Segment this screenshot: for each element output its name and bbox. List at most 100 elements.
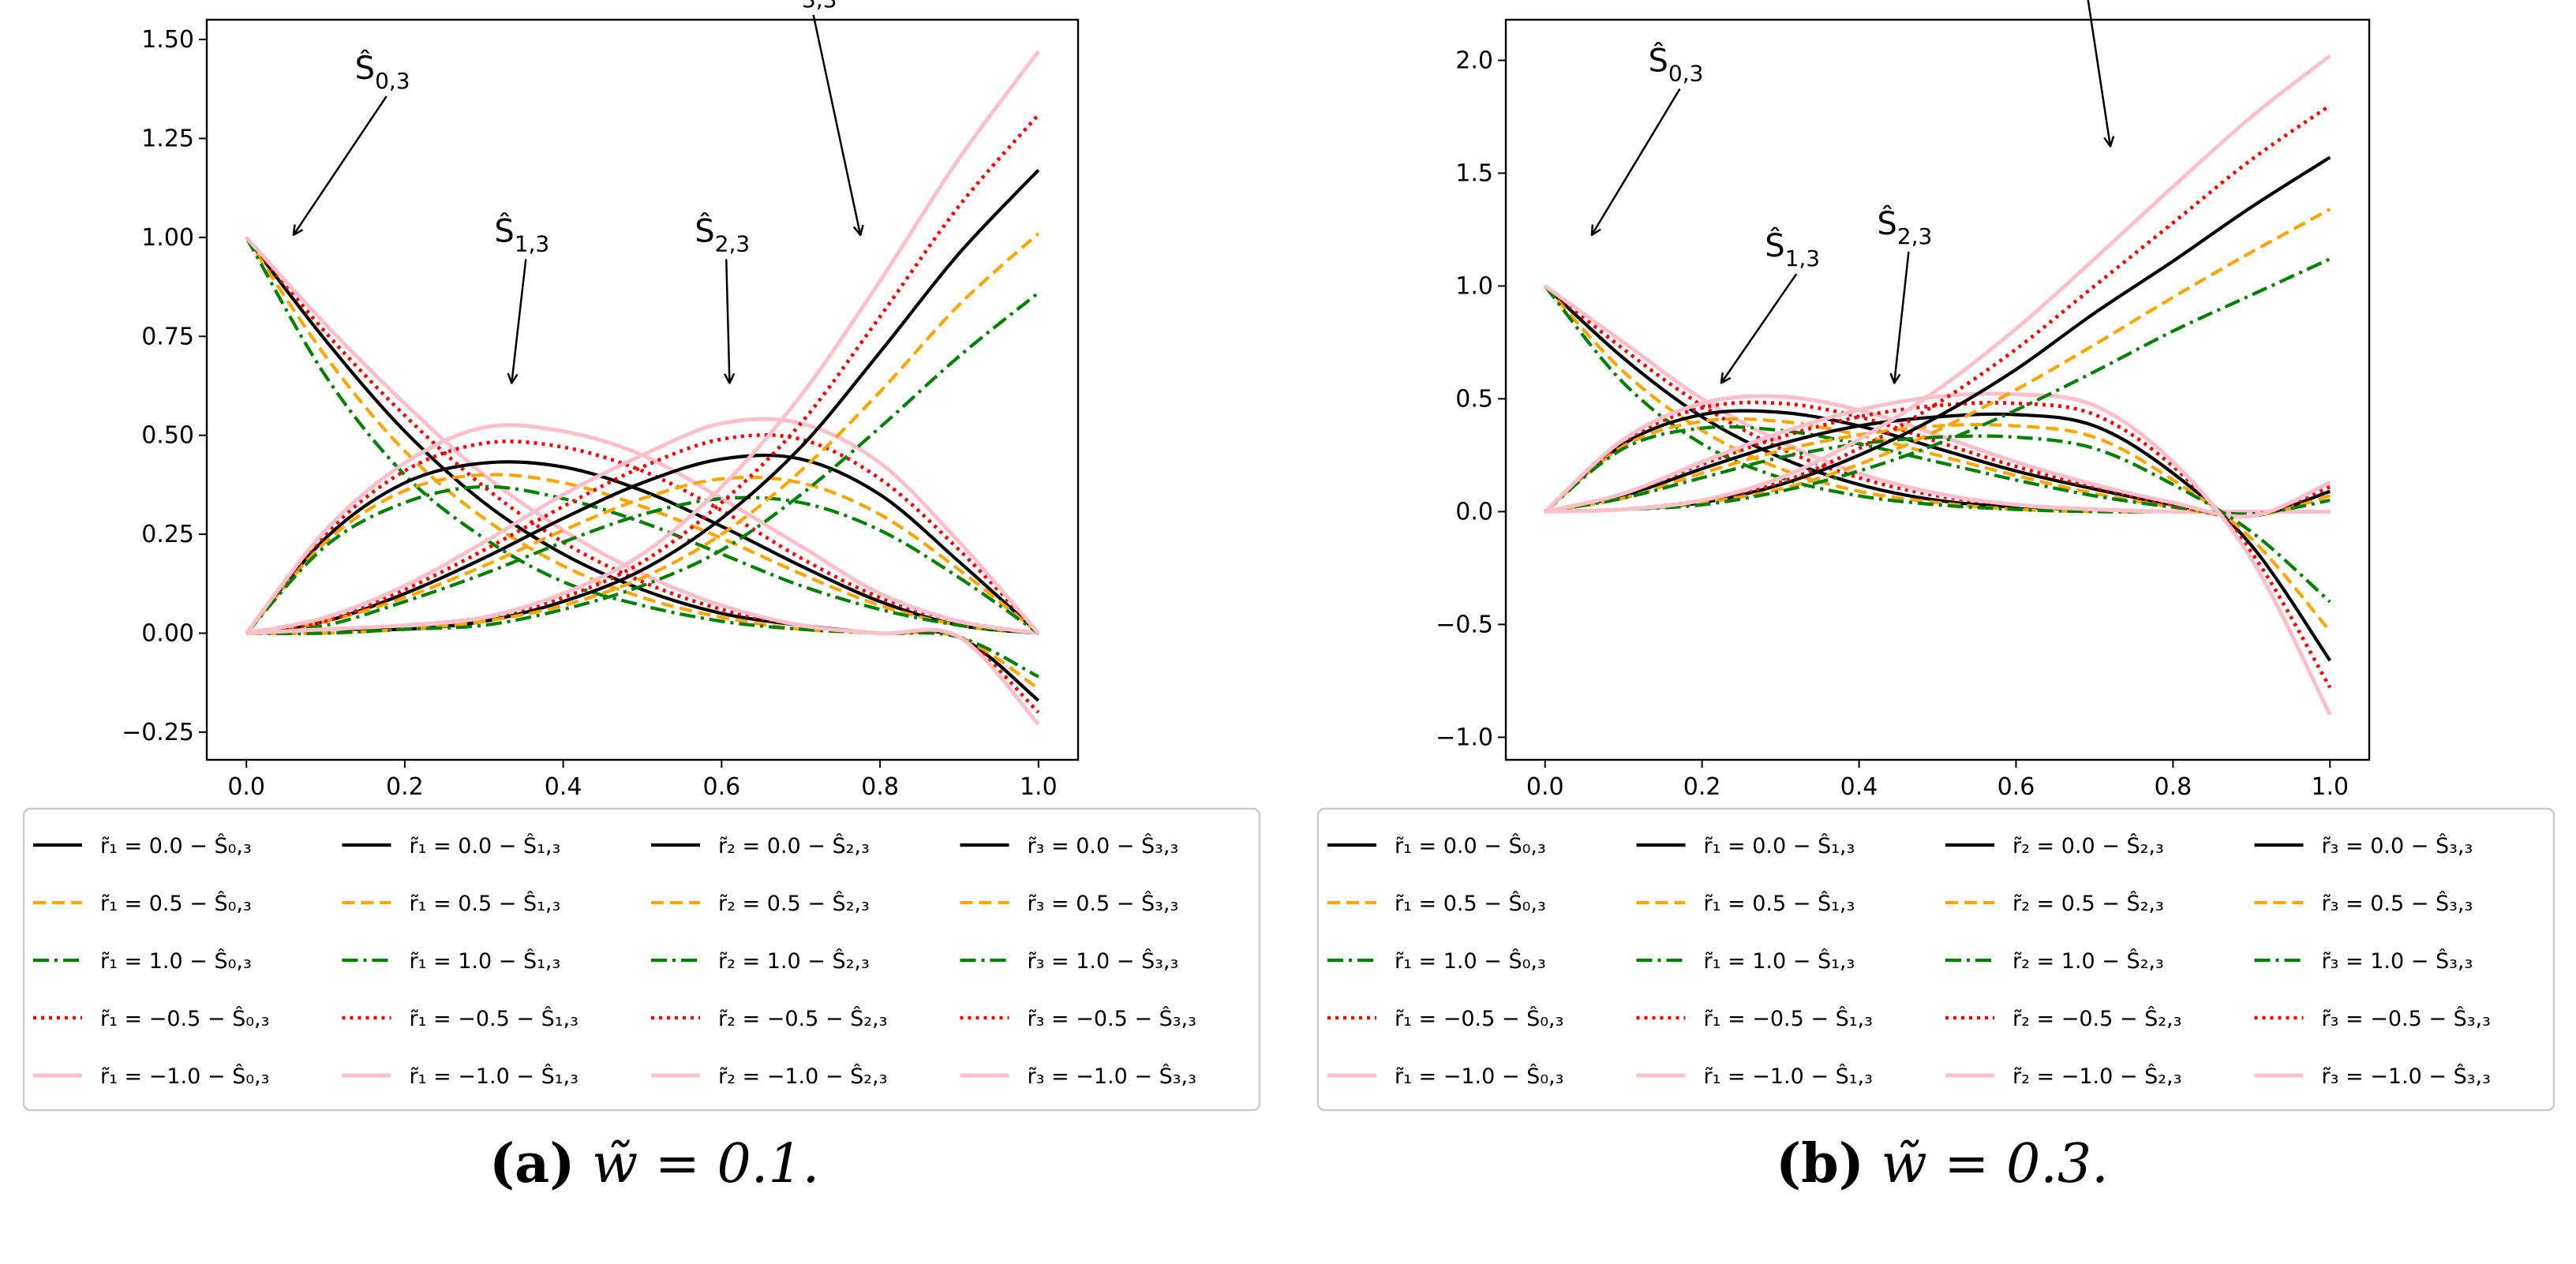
legend-label: r̃₃ = −1.0 − Ŝ₃,₃ [1028,1064,1196,1089]
x-tick-label: 0.8 [2155,773,2192,801]
series-group [245,50,1040,726]
x-tick-label: 0.6 [1998,773,2035,801]
annotation-label-0: Ŝ0,3 [355,49,410,94]
x-tick-label: 0.6 [703,773,741,801]
legend-label: r̃₂ = −0.5 − Ŝ₂,₃ [718,1006,887,1031]
legend-label: r̃₁ = 0.5 − Ŝ₀,₃ [100,891,252,916]
y-tick-label: 1.5 [1455,159,1493,187]
series-line-0-17 [246,291,1040,635]
legend-label: r̃₁ = 0.5 − Ŝ₀,₃ [1395,891,1546,916]
x-tick-label: 0.4 [1840,773,1878,801]
annotation-label-2: Ŝ2,3 [695,211,750,256]
legend-label: r̃₁ = −1.0 − Ŝ₀,₃ [1395,1064,1563,1089]
y-tick-label: 1.0 [1455,272,1493,300]
series-line-0-19 [246,50,1040,635]
legend-label: r̃₃ = 0.0 − Ŝ₃,₃ [1028,833,1179,858]
legend-label: r̃₁ = −0.5 − Ŝ₀,₃ [100,1006,269,1031]
legend-box [1316,807,2555,1112]
series-line-1-13 [1544,401,2332,689]
x-tick-label: 0.4 [545,773,582,801]
legend-label: r̃₁ = 0.5 − Ŝ₁,₃ [1704,891,1855,916]
axes-frame [205,18,1080,761]
y-tick-label: −0.25 [122,719,194,746]
legend-label: r̃₂ = 0.0 − Ŝ₂,₃ [2012,833,2164,858]
series-line-1-6 [1544,417,2331,518]
series-line-0-7 [245,484,1039,635]
series-line-1-19 [1544,54,2331,514]
x-tick-label: 0.2 [386,773,424,801]
x-tick-label: 0.0 [1526,773,1564,801]
legend-label: r̃₁ = −1.0 − Ŝ₁,₃ [1704,1064,1873,1089]
series-line-0-14 [245,417,1040,635]
legend-label: r̃₂ = −1.0 − Ŝ₂,₃ [2012,1064,2181,1089]
legend-label: r̃₁ = −0.5 − Ŝ₁,₃ [410,1006,578,1031]
annotation-arrow-1 [1722,273,1798,382]
series-line-1-3 [1544,284,2331,514]
legend-label: r̃₃ = −0.5 − Ŝ₃,₃ [1028,1006,1196,1031]
y-tick-label: 0.0 [1455,498,1493,525]
annotation-arrow-3 [812,14,860,234]
legend-label: r̃₁ = −0.5 − Ŝ₁,₃ [1704,1006,1873,1031]
x-tick-label: 1.0 [2311,773,2349,801]
annotation-arrow-1 [511,259,527,382]
series-line-0-13 [245,432,1040,635]
annotation-arrow-0 [1592,88,1681,234]
legend-label: r̃₁ = 0.0 − Ŝ₀,₃ [100,833,252,858]
y-tick-label: 2.0 [1455,47,1493,74]
y-tick-label: 0.50 [141,422,194,450]
legend-label: r̃₃ = −0.5 − Ŝ₃,₃ [2322,1006,2491,1031]
annotation-label-1: Ŝ1,3 [494,211,549,256]
y-tick-label: 1.50 [141,26,194,54]
legend-label: r̃₂ = 0.0 − Ŝ₂,₃ [718,833,870,858]
y-tick-label: −0.5 [1436,611,1493,638]
y-tick-label: 0.5 [1455,385,1493,413]
legend-label: r̃₁ = 0.5 − Ŝ₁,₃ [410,891,561,916]
series-line-0-6 [245,473,1039,635]
series-line-0-9 [245,423,1039,635]
y-tick-label: 1.00 [141,224,194,252]
legend-label: r̃₃ = 0.5 − Ŝ₃,₃ [2322,891,2473,916]
annotation-arrow-2 [1894,251,1910,383]
legend-label: r̃₃ = 0.5 − Ŝ₃,₃ [1028,891,1179,916]
chart-panel-a: 0.0 0.2 0.4 0.6 0.8 1.0 −0.25 0.00 0.25 0.50 0.75 1… [22,0,1261,1112]
legend-label: r̃₁ = 1.0 − Ŝ₀,₃ [100,948,252,974]
series-line-1-2 [1544,285,2331,514]
legend-label: r̃₃ = 1.0 − Ŝ₃,₃ [1028,948,1179,974]
series-line-0-12 [245,496,1040,635]
series-line-1-9 [1544,394,2331,519]
annotation-label-1: Ŝ1,3 [1765,226,1820,271]
series-line-0-1 [245,236,1039,690]
series-line-1-12 [1544,434,2331,604]
legend-label: r̃₁ = −0.5 − Ŝ₀,₃ [1395,1006,1563,1031]
y-tick-label: 0.00 [141,619,194,647]
series-line-1-14 [1544,391,2332,716]
y-tick-label: 1.25 [141,125,194,152]
legend-label: r̃₃ = 1.0 − Ŝ₃,₃ [2322,948,2473,974]
series-line-0-11 [245,475,1040,635]
series-line-0-10 [245,453,1040,635]
legend: r̃₁ = 0.0 − Ŝ₀,₃ r̃₁ = 0.0 − Ŝ₁,₃ r̃₂ = 0.… [22,807,1261,1112]
legend-label: r̃₁ = 1.0 − Ŝ₁,₃ [410,948,561,974]
legend-label: r̃₁ = 0.0 − Ŝ₁,₃ [410,833,561,858]
caption-a-label: (a) [489,1132,575,1195]
legend-label: r̃₂ = 1.0 − Ŝ₂,₃ [2012,948,2164,974]
x-tick-label: 0.0 [227,773,265,801]
annotation-label-2: Ŝ2,3 [1877,204,1932,249]
legend-label: r̃₃ = 0.0 − Ŝ₃,₃ [2322,833,2473,858]
series-line-1-17 [1544,257,2331,514]
legend-label: r̃₂ = −0.5 − Ŝ₂,₃ [2012,1006,2181,1031]
annotation-arrow-3 [2087,0,2110,145]
series-line-0-18 [246,113,1040,635]
series-line-0-8 [245,439,1039,635]
x-tick-label: 0.2 [1683,773,1721,801]
legend-label: r̃₁ = 1.0 − Ŝ₀,₃ [1395,948,1546,974]
chart-panel-b: 0.0 0.2 0.4 0.6 0.8 1.0 −1.0 −0.5 0.0 0.5 1.0 1.5 2.… [1316,0,2555,1112]
legend-label: r̃₁ = 1.0 − Ŝ₁,₃ [1704,948,1855,974]
caption-b: (b) w̃ = 0.3. [1776,1132,2109,1195]
legend-label: r̃₂ = 0.5 − Ŝ₂,₃ [718,891,870,916]
legend-box [22,807,1261,1112]
caption-b-label: (b) [1776,1132,1864,1195]
annotation-label-0: Ŝ0,3 [1649,42,1704,87]
y-tick-label: 0.75 [141,323,194,350]
